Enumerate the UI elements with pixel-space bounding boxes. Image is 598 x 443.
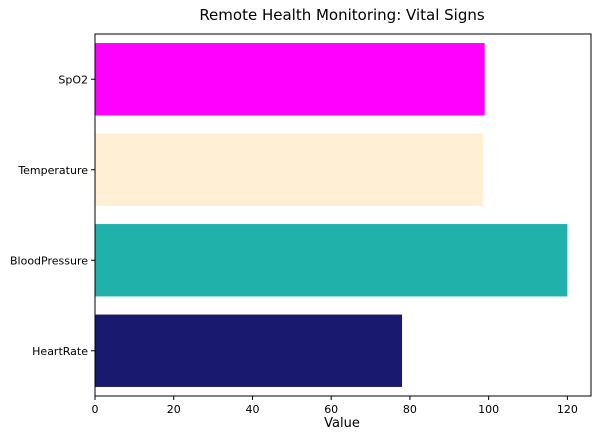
x-tick-label: 80 — [403, 403, 417, 416]
x-tick-label: 40 — [245, 403, 259, 416]
chart-title: Remote Health Monitoring: Vital Signs — [199, 6, 485, 24]
x-tick-label: 120 — [557, 403, 578, 416]
bars — [95, 43, 568, 387]
bar-heartrate — [95, 314, 403, 387]
x-axis-title: Value — [324, 416, 360, 431]
x-tick-label: 60 — [324, 403, 338, 416]
y-tick-label-bloodpressure: BloodPressure — [10, 254, 88, 267]
x-tick-label: 100 — [478, 403, 499, 416]
plot-frame — [94, 33, 592, 397]
bar-bloodpressure — [95, 224, 568, 297]
y-axis-ticks: HeartRate BloodPressure Temperature SpO2 — [10, 73, 95, 358]
x-axis-ticks: 0 20 40 60 80 100 120 — [92, 396, 578, 416]
y-tick-label-heartrate: HeartRate — [32, 345, 88, 358]
x-tick-label: 0 — [92, 403, 99, 416]
bar-spo2 — [95, 43, 485, 116]
bar-temperature — [95, 133, 484, 206]
x-tick-label: 20 — [167, 403, 181, 416]
y-tick-label-temperature: Temperature — [17, 164, 88, 177]
y-tick-label-spo2: SpO2 — [58, 73, 88, 86]
